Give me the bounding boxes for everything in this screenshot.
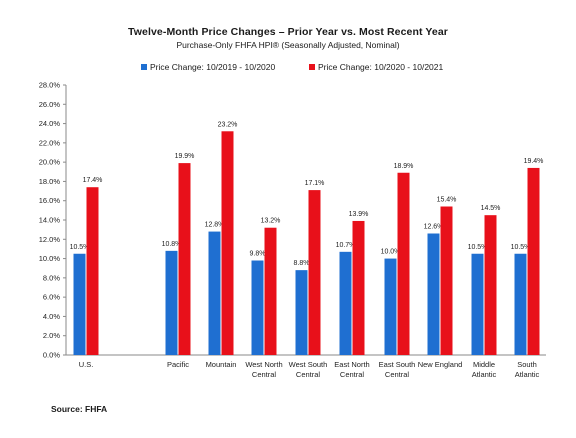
x-category-label: East South Central [379, 360, 416, 379]
x-category-label: West North Central [245, 360, 282, 379]
bar-series-1 [73, 253, 86, 355]
x-category-label: Mountain [206, 360, 237, 369]
bar-series-2 [178, 163, 191, 355]
bar-series-1 [339, 251, 352, 355]
bar-value-label: 9.8% [250, 251, 266, 258]
y-tick-label: 12.0% [39, 235, 61, 244]
legend-swatch-series-1 [141, 64, 147, 70]
chart-subtitle: Purchase-Only FHFA HPI® (Seasonally Adju… [176, 40, 400, 50]
bar-value-label: 19.9% [175, 153, 195, 160]
y-tick-label: 0.0% [43, 351, 60, 360]
source-note: Source: FHFA [51, 404, 108, 414]
x-category-label: East North Central [334, 360, 369, 379]
bar-value-label: 19.4% [524, 158, 544, 165]
bar-value-label: 17.1% [305, 180, 325, 187]
y-tick-label: 16.0% [39, 196, 61, 205]
legend-swatch-series-2 [309, 64, 315, 70]
bar-value-label: 14.5% [481, 205, 501, 212]
x-category-label: South Atlantic [515, 360, 540, 379]
y-tick-label: 18.0% [39, 177, 61, 186]
y-tick-label: 6.0% [43, 293, 60, 302]
y-tick-label: 8.0% [43, 273, 60, 282]
bar-series-2 [440, 206, 453, 355]
x-category-label: West South Central [289, 360, 328, 379]
x-category-label: Pacific [167, 360, 189, 369]
bar-value-label: 18.9% [394, 163, 414, 170]
bar-series-2 [527, 167, 540, 355]
bar-series-2 [221, 131, 234, 355]
y-tick-label: 10.0% [39, 254, 61, 263]
y-tick-label: 20.0% [39, 158, 61, 167]
bar-series-1 [251, 260, 264, 355]
bar-value-label: 10.5% [70, 244, 90, 251]
bar-series-2 [484, 215, 497, 355]
legend-label-series-1: Price Change: 10/2019 - 10/2020 [150, 62, 276, 72]
y-tick-label: 26.0% [39, 100, 61, 109]
bar-value-label: 13.9% [349, 211, 369, 218]
bar-value-label: 12.8% [205, 222, 225, 229]
bar-series-1 [384, 258, 397, 355]
y-tick-label: 22.0% [39, 138, 61, 147]
chart-legend: Price Change: 10/2019 - 10/2020 Price Ch… [0, 62, 576, 74]
bar-series-1 [165, 250, 178, 355]
legend-item-series-2: Price Change: 10/2020 - 10/2021 [309, 62, 443, 72]
bar-series-2 [308, 190, 321, 355]
bar-value-label: 17.4% [83, 177, 103, 184]
y-tick-label: 4.0% [43, 312, 60, 321]
bar-value-label: 15.4% [437, 197, 457, 204]
y-tick-label: 24.0% [39, 119, 61, 128]
y-tick-label: 2.0% [43, 331, 60, 340]
bar-value-label: 10.5% [468, 244, 488, 251]
bar-value-label: 12.6% [424, 224, 444, 231]
bar-value-label: 8.8% [294, 260, 310, 267]
bar-value-label: 10.0% [381, 249, 401, 256]
bar-series-1 [427, 233, 440, 355]
bar-series-2 [264, 227, 277, 355]
x-category-label: Middle Atlantic [472, 360, 497, 379]
bar-series-1 [471, 253, 484, 355]
bar-series-1 [208, 231, 221, 355]
y-tick-label: 14.0% [39, 216, 61, 225]
legend-label-series-2: Price Change: 10/2020 - 10/2021 [318, 62, 444, 72]
y-tick-label: 28.0% [39, 81, 61, 90]
x-category-label: New England [418, 360, 463, 369]
bar-series-2 [397, 172, 410, 355]
chart-title: Twelve-Month Price Changes – Prior Year … [128, 26, 448, 38]
bar-value-label: 10.8% [162, 241, 182, 248]
legend-item-series-1: Price Change: 10/2019 - 10/2020 [141, 62, 275, 72]
bar-value-label: 23.2% [218, 121, 238, 128]
bar-series-2 [352, 220, 365, 355]
bar-value-label: 10.5% [511, 244, 531, 251]
bar-series-2 [86, 187, 99, 355]
x-category-label: U.S. [79, 360, 94, 369]
bar-value-label: 13.2% [261, 218, 281, 225]
bar-series-1 [514, 253, 527, 355]
bar-value-label: 10.7% [336, 242, 356, 249]
bar-series-1 [295, 270, 308, 355]
